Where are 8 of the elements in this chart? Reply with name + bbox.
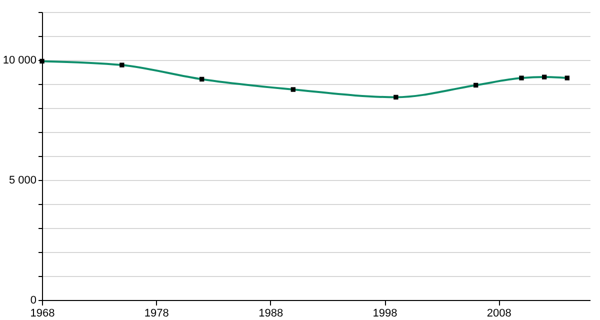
x-tick-label: 2008	[486, 308, 512, 320]
x-tick-label: 1988	[258, 308, 284, 320]
y-tick-label: 10 000	[2, 54, 36, 66]
x-tick-label: 1998	[372, 308, 398, 320]
x-tick-label: 1968	[30, 308, 55, 320]
x-tick-label: 1978	[144, 308, 169, 320]
y-tick-label: 5 000	[8, 174, 36, 186]
y-tick-label: 0	[30, 294, 36, 306]
